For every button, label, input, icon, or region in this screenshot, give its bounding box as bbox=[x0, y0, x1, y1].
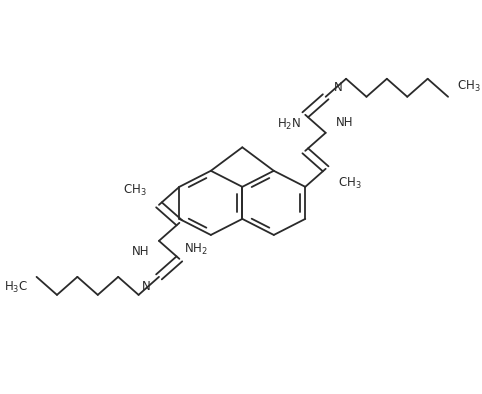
Text: CH$_3$: CH$_3$ bbox=[457, 78, 481, 94]
Text: N: N bbox=[334, 81, 342, 94]
Text: CH$_3$: CH$_3$ bbox=[338, 176, 362, 191]
Text: NH: NH bbox=[335, 116, 353, 129]
Text: CH$_3$: CH$_3$ bbox=[123, 183, 147, 198]
Text: NH: NH bbox=[132, 245, 149, 258]
Text: N: N bbox=[142, 280, 151, 293]
Text: H$_2$N: H$_2$N bbox=[277, 117, 301, 132]
Text: NH$_2$: NH$_2$ bbox=[184, 242, 208, 257]
Text: H$_3$C: H$_3$C bbox=[3, 280, 27, 295]
